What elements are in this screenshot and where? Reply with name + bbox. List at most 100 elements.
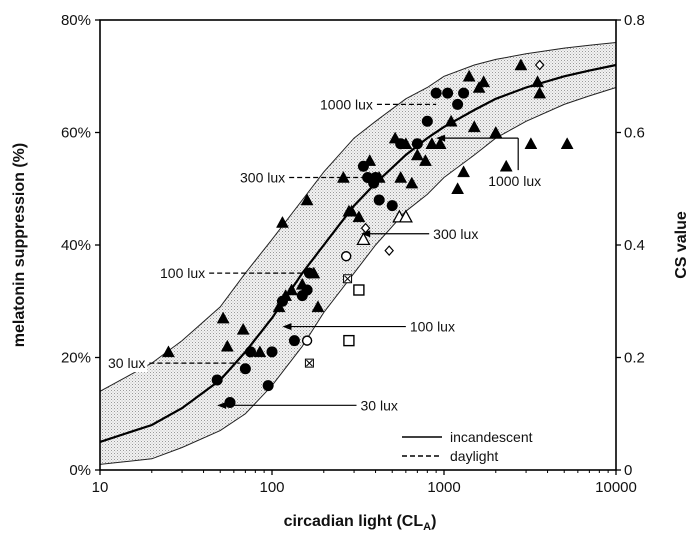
circle-marker — [357, 160, 369, 172]
incandescent-annotation-label: 300 lux — [433, 226, 478, 242]
incandescent-annotation-label: 30 lux — [361, 397, 398, 413]
y2-tick-label: 0 — [624, 462, 632, 479]
open-circle-marker — [301, 335, 313, 346]
daylight-annotation-label-bg — [158, 264, 208, 283]
band-lower-line — [99, 87, 617, 465]
band-upper-line — [99, 42, 617, 392]
triangle-marker — [533, 86, 547, 99]
circle-marker — [411, 138, 423, 150]
circle-marker — [262, 380, 274, 392]
open-square-marker — [353, 284, 365, 296]
circle-marker — [239, 363, 251, 375]
incandescent-arrowhead — [282, 323, 292, 331]
triangle-marker — [285, 283, 299, 296]
circle-marker — [458, 87, 470, 99]
circle-marker — [224, 397, 236, 408]
y-tick-label: 60% — [61, 125, 91, 142]
triangle-marker — [514, 58, 528, 71]
open-diamond-marker — [360, 222, 371, 234]
triangle-marker — [433, 137, 447, 149]
incandescent-annotation-label-bg — [486, 172, 544, 191]
y-tick-label: 0% — [69, 462, 91, 479]
triangle-marker — [531, 75, 545, 88]
circle-marker — [211, 374, 223, 386]
triangle-marker — [311, 300, 325, 313]
circle-marker — [266, 346, 278, 358]
y-tick-label: 20% — [61, 350, 91, 367]
x-cross-marker — [344, 275, 351, 283]
tick-layer: 10 100 1000 10000 0% 20% 40% 60% 80% 0 0.2 0.4 0.6 0.… — [61, 12, 645, 496]
triangle-marker — [336, 170, 350, 183]
triangle-marker — [300, 193, 314, 206]
triangle-marker — [220, 339, 234, 352]
circle-marker — [452, 98, 464, 110]
triangle-marker — [253, 345, 267, 358]
open-diamond-marker — [384, 245, 394, 257]
legend: incandescent daylight — [402, 429, 533, 464]
y2-tick-label: 0.8 — [624, 12, 645, 29]
triangle-marker — [451, 182, 465, 194]
x-tick-label: 100 — [259, 479, 284, 496]
x-tick-label: 10000 — [595, 479, 637, 496]
circle-marker — [421, 115, 433, 127]
incandescent-annotation-label-bg — [407, 317, 457, 336]
daylight-annotation-label: 1000 lux — [320, 96, 373, 112]
triangle-marker — [444, 114, 458, 127]
y-tick-label: 40% — [61, 237, 91, 254]
triangle-marker — [489, 125, 503, 138]
y2-axis-title: CS value — [673, 211, 690, 279]
circle-marker — [301, 284, 313, 296]
x-axis-title: circadian light (CLA) — [284, 513, 437, 533]
confidence-band — [100, 42, 616, 465]
incandescent-arrowhead — [361, 230, 371, 238]
y2-tick-label: 0.2 — [624, 350, 645, 367]
triangle-marker — [477, 75, 491, 88]
triangle-marker — [425, 137, 439, 149]
x-axis-title-end: ) — [431, 513, 436, 530]
triangle-marker — [405, 176, 419, 189]
triangle-marker — [394, 170, 408, 183]
triangle-marker — [236, 322, 250, 335]
circle-marker — [430, 87, 442, 99]
incandescent-annotation-label: 100 lux — [410, 319, 455, 335]
circle-marker — [288, 335, 300, 347]
incandescent-arrowhead — [217, 401, 227, 409]
circle-marker — [276, 295, 288, 307]
y-tick-label: 80% — [61, 12, 91, 29]
circle-marker — [442, 87, 454, 99]
triangle-marker — [410, 148, 424, 161]
daylight-annotation-label-bg — [318, 95, 375, 114]
circle-marker — [245, 346, 257, 358]
legend-label-incandescent: incandescent — [450, 429, 533, 445]
daylight-annotation-label: 100 lux — [160, 265, 205, 281]
triangle-marker — [499, 159, 513, 172]
open-square-marker — [343, 334, 355, 347]
triangle-marker — [216, 311, 230, 324]
circle-marker — [370, 172, 382, 183]
daylight-annotation-label-bg — [238, 168, 288, 187]
annotation-layer: 1000 lux 300 lux 100 lux 30 lux 1000 lux 300 … — [106, 95, 544, 415]
triangle-marker — [162, 345, 175, 358]
x-axis-title-main: circadian light (CL — [284, 513, 424, 530]
open-diamond-marker — [534, 59, 545, 71]
legend-label-daylight: daylight — [450, 448, 498, 464]
x-tick-label: 1000 — [427, 479, 460, 496]
x-cross-marker — [306, 359, 313, 367]
circle-marker — [373, 194, 385, 206]
x-axis-title-sub: A — [423, 521, 431, 533]
triangle-marker — [345, 204, 358, 217]
circle-marker — [303, 267, 315, 279]
triangle-marker — [352, 210, 366, 223]
marker-layer — [162, 58, 574, 408]
triangle-marker — [419, 154, 432, 166]
circle-marker — [395, 138, 407, 150]
y2-tick-label: 0.4 — [624, 237, 645, 254]
daylight-annotation-label-bg — [106, 354, 148, 373]
triangle-marker — [524, 137, 538, 149]
triangle-marker — [462, 69, 476, 82]
open-triangle-marker — [356, 232, 371, 246]
triangle-marker — [467, 120, 481, 133]
triangle-marker — [457, 165, 471, 178]
x-tick-label: 10 — [92, 479, 109, 496]
